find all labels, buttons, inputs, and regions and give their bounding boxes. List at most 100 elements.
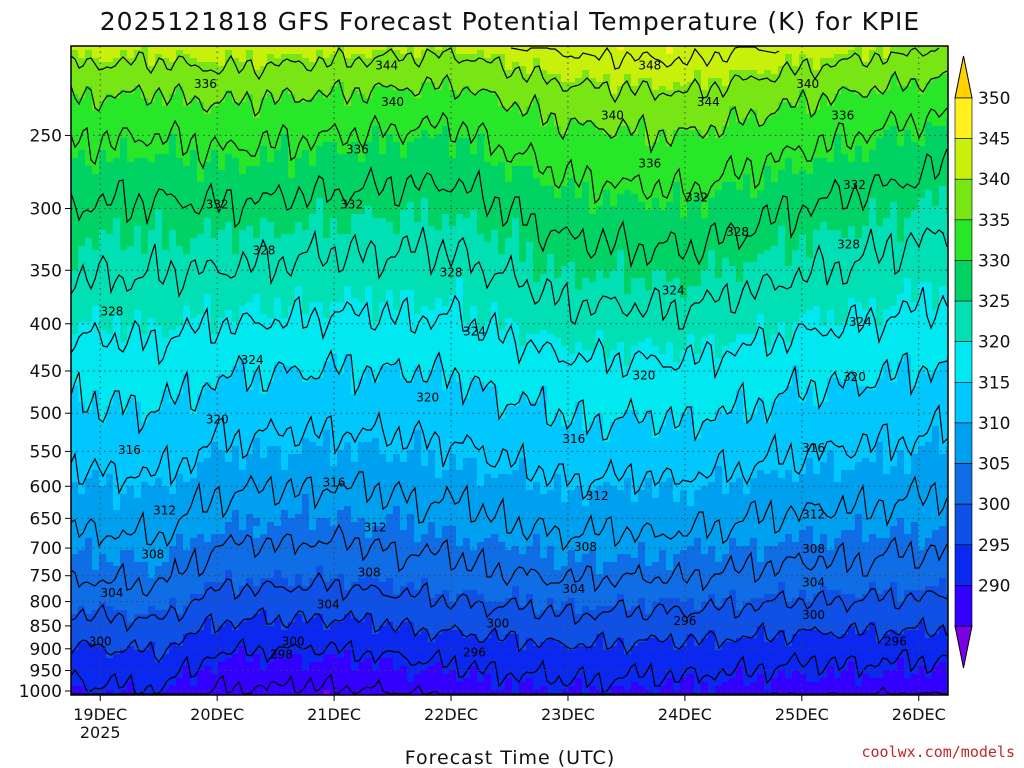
heat-cell — [155, 90, 163, 95]
heat-cell — [211, 150, 219, 155]
heat-cell — [239, 166, 247, 171]
heat-cell — [113, 518, 121, 523]
heat-cell — [106, 442, 114, 447]
heat-cell — [106, 274, 114, 279]
heat-cell — [92, 390, 100, 395]
heat-cell — [274, 554, 282, 559]
heat-cell — [141, 146, 149, 151]
heat-cell — [204, 674, 212, 679]
heat-cell — [113, 594, 121, 599]
heat-cell — [190, 62, 198, 67]
heat-cell — [106, 582, 114, 587]
heat-cell — [274, 210, 282, 215]
heat-cell — [99, 514, 107, 519]
heat-cell — [169, 66, 177, 71]
heat-cell — [141, 158, 149, 163]
heat-cell — [253, 174, 261, 179]
heat-cell — [85, 98, 93, 103]
heat-cell — [78, 322, 86, 327]
heat-cell — [78, 62, 86, 67]
heat-cell — [141, 46, 149, 51]
heat-cell — [225, 158, 233, 163]
heat-cell — [190, 526, 198, 531]
heat-cell — [71, 670, 79, 675]
heat-cell — [232, 306, 240, 311]
heat-cell — [260, 86, 268, 91]
heat-cell — [274, 598, 282, 603]
heat-cell — [225, 410, 233, 415]
heat-cell — [239, 686, 247, 691]
theta-heatmap — [71, 46, 948, 695]
heat-cell — [162, 414, 170, 419]
heat-cell — [78, 690, 86, 695]
heat-cell — [246, 242, 254, 247]
heat-cell — [253, 478, 261, 483]
heat-cell — [162, 582, 170, 587]
heat-cell — [190, 274, 198, 279]
heat-cell — [92, 382, 100, 387]
heat-cell — [106, 70, 114, 75]
heat-cell — [99, 206, 107, 211]
heat-cell — [267, 306, 275, 311]
heat-cell — [141, 270, 149, 275]
heat-cell — [204, 394, 212, 399]
heat-cell — [190, 622, 198, 627]
heat-cell — [155, 366, 163, 371]
heat-cell — [253, 266, 261, 271]
heat-cell — [190, 562, 198, 567]
heat-cell — [141, 454, 149, 459]
heat-cell — [169, 410, 177, 415]
heat-cell — [176, 354, 184, 359]
heat-cell — [71, 306, 79, 311]
heat-cell — [134, 630, 142, 635]
heat-cell — [113, 526, 121, 531]
heat-cell — [281, 190, 289, 195]
heat-cell — [71, 50, 79, 55]
heat-cell — [204, 82, 212, 87]
heat-cell — [148, 354, 156, 359]
heat-cell — [232, 378, 240, 383]
heat-cell — [246, 462, 254, 467]
heat-cell — [169, 682, 177, 687]
heat-cell — [218, 634, 226, 639]
heat-cell — [190, 162, 198, 167]
heat-cell — [127, 498, 135, 503]
heat-cell — [106, 250, 114, 255]
heat-cell — [253, 582, 261, 587]
heat-cell — [78, 230, 86, 235]
heat-cell — [162, 366, 170, 371]
heat-cell — [183, 378, 191, 383]
heat-cell — [218, 482, 226, 487]
heat-cell — [71, 638, 79, 643]
heat-cell — [218, 534, 226, 539]
heat-cell — [92, 190, 100, 195]
heat-cell — [225, 542, 233, 547]
heat-cell — [99, 406, 107, 411]
heat-cell — [120, 238, 128, 243]
heat-cell — [99, 558, 107, 563]
heat-cell — [71, 190, 79, 195]
heat-cell — [267, 74, 275, 79]
heat-cell — [260, 462, 268, 467]
heat-cell — [176, 470, 184, 475]
heat-cell — [92, 146, 100, 151]
heat-cell — [99, 46, 107, 51]
heat-cell — [190, 106, 198, 111]
heat-cell — [162, 438, 170, 443]
heat-cell — [197, 178, 205, 183]
heat-cell — [71, 142, 79, 147]
heat-cell — [169, 162, 177, 167]
heat-cell — [78, 174, 86, 179]
heat-cell — [239, 406, 247, 411]
heat-cell — [239, 46, 247, 51]
heat-cell — [78, 314, 86, 319]
heat-cell — [218, 218, 226, 223]
heat-cell — [239, 258, 247, 263]
heat-cell — [211, 358, 219, 363]
heat-cell — [71, 642, 79, 647]
heat-cell — [148, 634, 156, 639]
heat-cell — [204, 406, 212, 411]
heat-cell — [211, 574, 219, 579]
heat-cell — [183, 234, 191, 239]
heat-cell — [204, 126, 212, 131]
